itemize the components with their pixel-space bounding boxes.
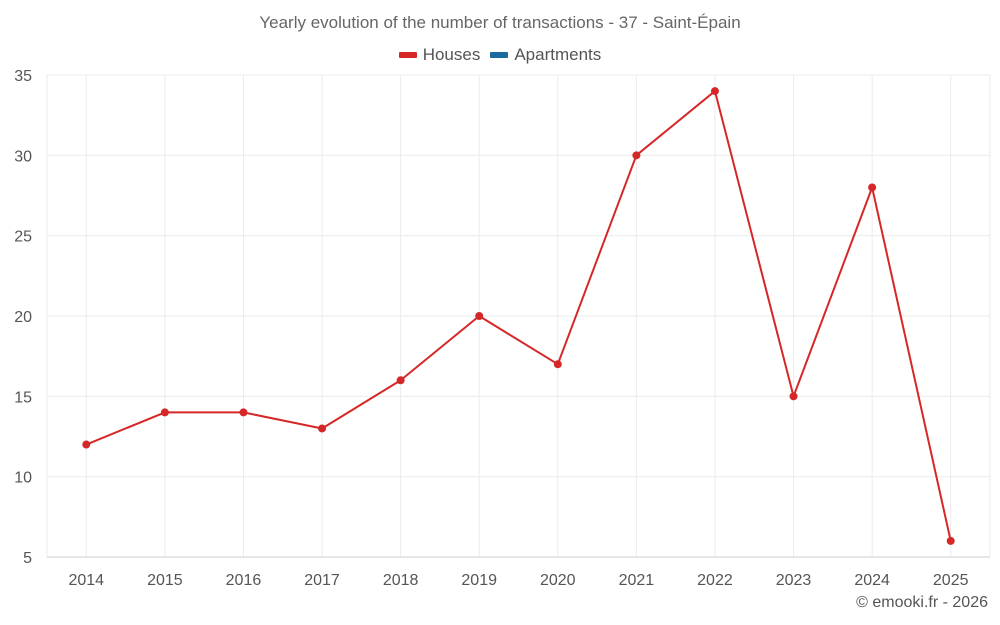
legend-swatch-apartments bbox=[490, 52, 509, 58]
legend-label-houses: Houses bbox=[422, 45, 481, 64]
x-tick-label: 2023 bbox=[776, 572, 812, 589]
x-tick-label: 2014 bbox=[68, 572, 104, 589]
data-point-houses-2018 bbox=[396, 376, 405, 385]
x-tick-label: 2015 bbox=[147, 572, 183, 589]
x-tick-label: 2018 bbox=[383, 572, 419, 589]
grid bbox=[46, 74, 991, 557]
legend-swatch-houses bbox=[398, 52, 417, 58]
y-tick-label: 30 bbox=[14, 148, 32, 165]
legend-item-houses[interactable]: Houses bbox=[398, 45, 481, 65]
data-point-houses-2017 bbox=[318, 424, 327, 433]
data-point-houses-2020 bbox=[553, 360, 562, 369]
credit-text: © emooki.fr - 2026 bbox=[856, 594, 988, 611]
y-tick-label: 5 bbox=[23, 550, 32, 567]
y-tick-label: 25 bbox=[14, 229, 32, 246]
legend-label-apartments: Apartments bbox=[514, 45, 602, 64]
x-tick-label: 2016 bbox=[226, 572, 262, 589]
chart-legend: Houses Apartments bbox=[0, 45, 1000, 65]
data-point-houses-2019 bbox=[475, 312, 484, 320]
x-tick-label: 2017 bbox=[304, 572, 340, 589]
x-tick-label: 2019 bbox=[461, 572, 497, 589]
series-layer bbox=[82, 87, 955, 545]
x-tick-label: 2022 bbox=[697, 572, 733, 589]
y-tick-label: 35 bbox=[14, 68, 32, 85]
legend-item-apartments[interactable]: Apartments bbox=[490, 45, 601, 65]
series-line-houses bbox=[85, 90, 952, 542]
x-tick-label: 2024 bbox=[854, 572, 890, 589]
x-tick-label: 2025 bbox=[933, 572, 969, 589]
data-point-houses-2022 bbox=[710, 87, 719, 96]
y-tick-label: 10 bbox=[14, 470, 32, 487]
x-tick-label: 2020 bbox=[540, 572, 576, 589]
data-point-houses-2024 bbox=[868, 183, 877, 192]
data-point-houses-2025 bbox=[946, 536, 955, 545]
data-point-houses-2015 bbox=[160, 408, 169, 417]
chart-title: Yearly evolution of the number of transa… bbox=[259, 13, 741, 32]
y-tick-label: 20 bbox=[14, 309, 32, 326]
y-tick-label: 15 bbox=[14, 389, 32, 406]
x-tick-label: 2021 bbox=[619, 572, 655, 589]
data-point-houses-2023 bbox=[789, 392, 798, 401]
data-point-houses-2014 bbox=[82, 440, 91, 449]
data-point-houses-2016 bbox=[239, 408, 248, 417]
data-point-houses-2021 bbox=[632, 151, 641, 160]
